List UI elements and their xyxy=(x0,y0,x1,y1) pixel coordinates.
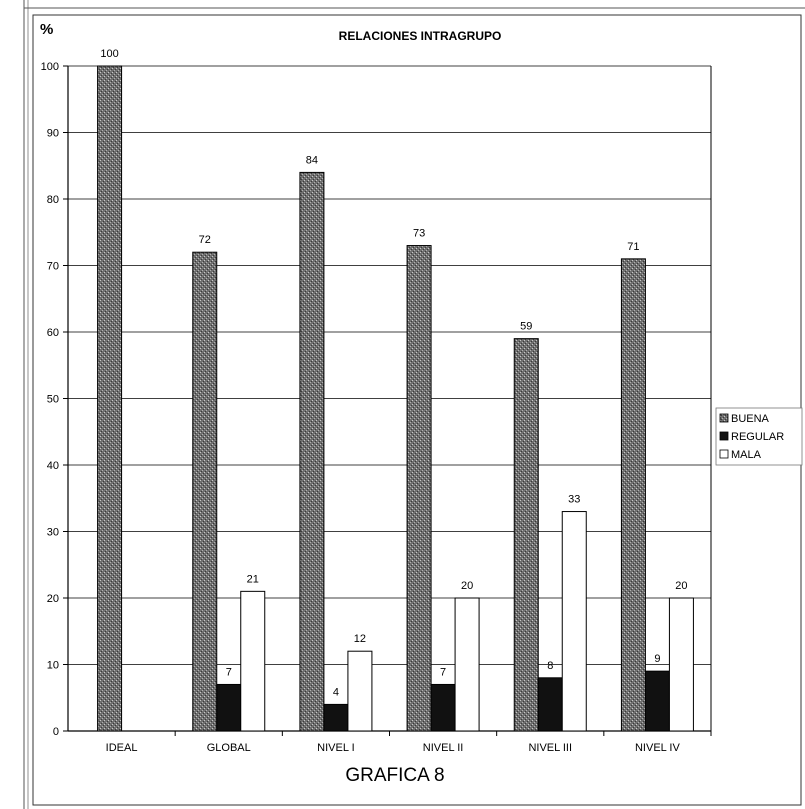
figure-caption: GRAFICA 8 xyxy=(345,765,444,786)
x-tick-label-nivel-ii: NIVEL II xyxy=(423,742,464,754)
y-tick-label-50: 50 xyxy=(47,394,59,406)
bar-nivel-i-buena xyxy=(299,171,325,732)
bar-nivel-iv-regular xyxy=(644,670,670,732)
x-tick-label-nivel-i: NIVEL I xyxy=(317,742,355,754)
y-tick-label-0: 0 xyxy=(53,726,59,738)
data-label-nivel-iii-buena: 59 xyxy=(520,321,532,333)
data-label-nivel-iv-buena: 71 xyxy=(627,241,639,253)
y-tick-label-80: 80 xyxy=(47,194,59,206)
y-tick-label-10: 10 xyxy=(47,660,59,672)
data-label-nivel-iii-mala: 33 xyxy=(568,494,580,506)
legend-swatch-buena xyxy=(719,413,729,423)
legend-label-mala: MALA xyxy=(731,449,762,461)
bar-global-mala xyxy=(240,590,266,732)
bar-nivel-iii-regular xyxy=(537,677,563,732)
bar-nivel-ii-mala xyxy=(454,597,480,732)
legend-swatch-mala xyxy=(719,449,729,459)
y-axis-label: % xyxy=(40,21,53,38)
bar-nivel-i-mala xyxy=(347,650,373,732)
y-tick-label-70: 70 xyxy=(47,261,59,273)
data-label-nivel-iii-regular: 8 xyxy=(547,660,553,672)
x-tick-label-nivel-iii: NIVEL III xyxy=(528,742,572,754)
data-label-ideal-buena: 100 xyxy=(100,48,118,60)
bar-nivel-iii-buena xyxy=(513,338,539,732)
y-tick-label-20: 20 xyxy=(47,593,59,605)
legend-label-regular: REGULAR xyxy=(731,431,784,443)
bar-nivel-iii-mala xyxy=(561,511,587,732)
legend-swatch-regular xyxy=(719,431,729,441)
y-tick-label-40: 40 xyxy=(47,460,59,472)
bar-nivel-iv-mala xyxy=(668,597,694,732)
y-tick-label-60: 60 xyxy=(47,327,59,339)
data-label-nivel-iv-regular: 9 xyxy=(654,653,660,665)
x-tick-label-ideal: IDEAL xyxy=(106,742,138,754)
data-label-global-mala: 21 xyxy=(247,573,259,585)
y-tick-label-100: 100 xyxy=(41,61,59,73)
data-label-nivel-ii-mala: 20 xyxy=(461,580,473,592)
data-label-global-regular: 7 xyxy=(226,666,232,678)
bar-nivel-iv-buena xyxy=(620,258,646,732)
data-label-nivel-ii-buena: 73 xyxy=(413,228,425,240)
data-label-nivel-i-regular: 4 xyxy=(333,686,339,698)
plot-area: 0 10 20 30 40 50 60 70 80 90 100 IDEAL 100 GLOBAL 72 7 2… xyxy=(41,48,712,754)
legend: BUENA REGULAR MALA xyxy=(715,407,803,466)
x-tick-label-global: GLOBAL xyxy=(207,742,251,754)
x-tick-label-nivel-iv: NIVEL IV xyxy=(635,742,680,754)
data-label-nivel-iv-mala: 20 xyxy=(675,580,687,592)
bar-global-regular xyxy=(216,683,242,732)
chart-title: RELACIONES INTRAGRUPO xyxy=(339,29,502,43)
y-tick-label-30: 30 xyxy=(47,527,59,539)
bar-nivel-i-regular xyxy=(323,703,349,732)
bar-nivel-ii-buena xyxy=(406,245,432,732)
data-label-nivel-ii-regular: 7 xyxy=(440,666,446,678)
bar-ideal-buena xyxy=(97,65,123,732)
legend-box xyxy=(715,407,803,466)
data-label-nivel-i-buena: 84 xyxy=(306,154,318,166)
bar-nivel-ii-regular xyxy=(430,683,456,732)
data-label-nivel-i-mala: 12 xyxy=(354,633,366,645)
bar-global-buena xyxy=(192,251,218,732)
y-tick-label-90: 90 xyxy=(47,128,59,140)
legend-label-buena: BUENA xyxy=(731,413,770,425)
data-label-global-buena: 72 xyxy=(199,234,211,246)
